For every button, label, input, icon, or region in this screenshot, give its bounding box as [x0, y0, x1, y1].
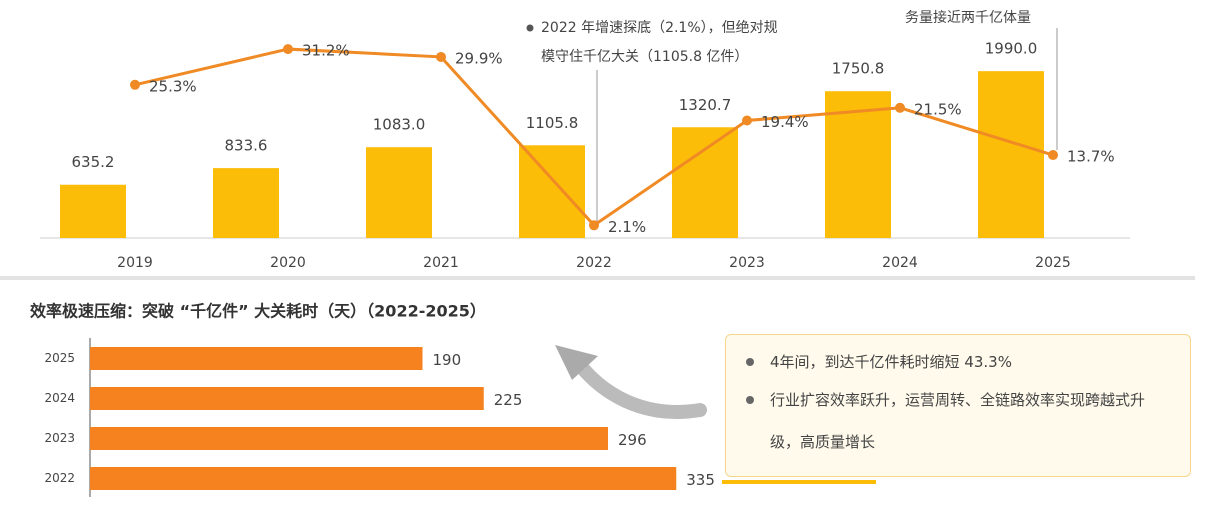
- line-label: 29.9%: [455, 49, 503, 67]
- annotation: 务量接近两千亿体量: [905, 9, 1031, 26]
- bar-label: 1750.8: [832, 60, 885, 78]
- bar: [519, 145, 585, 238]
- annotation-dot: [526, 24, 534, 32]
- line-point: [1048, 150, 1058, 161]
- note: 4年间，到达千亿件耗时缩短 43.3%: [770, 353, 1012, 371]
- line-point: [436, 51, 446, 62]
- line-label: 25.3%: [149, 77, 197, 95]
- bar: [366, 147, 432, 238]
- line-point: [283, 44, 293, 55]
- bar-label: 335: [686, 471, 715, 489]
- callout: 4年间，到达千亿件耗时缩短 43.3% 行业扩容效率跃升，运营周转、全链路效率实…: [725, 334, 1191, 477]
- y-tick-label: 2022: [44, 471, 75, 485]
- y-tick-label: 2023: [44, 431, 75, 445]
- x-tick-label: 2019: [117, 255, 153, 271]
- line-label: 21.5%: [914, 100, 962, 118]
- bar-label: 190: [433, 351, 462, 369]
- line-point: [895, 102, 905, 113]
- bar: [213, 168, 279, 238]
- note: 行业扩容效率跃升，运营周转、全链路效率实现跨越式升级，高质量增长: [770, 391, 1146, 451]
- bar-label: 833.6: [225, 137, 268, 155]
- y-tick-label: 2024: [44, 391, 75, 405]
- bar: [825, 91, 891, 239]
- bar: [90, 427, 608, 450]
- note-row: 4年间，到达千亿件耗时缩短 43.3%: [746, 345, 1168, 379]
- x-tick-label: 2022: [576, 255, 612, 271]
- bar: [90, 347, 423, 370]
- arrow: [573, 358, 707, 419]
- x-tick-label: 2020: [270, 255, 306, 271]
- bar: [978, 71, 1044, 239]
- x-tick-label: 2021: [423, 255, 459, 271]
- bullet: [746, 358, 754, 366]
- annotation: 2022 年增速探底（2.1%），但绝对规: [541, 20, 778, 36]
- line-label: 13.7%: [1067, 148, 1115, 166]
- bar: [90, 467, 677, 490]
- bar-label: 1105.8: [526, 114, 579, 132]
- line-point: [130, 79, 140, 90]
- note-row: 行业扩容效率跃升，运营周转、全链路效率实现跨越式升级，高质量增长: [746, 383, 1168, 463]
- bar: [60, 184, 126, 238]
- bar-label: 296: [618, 431, 647, 449]
- y-tick-label: 2025: [44, 351, 75, 365]
- bar-label: 1320.7: [679, 96, 732, 114]
- line-label: 31.2%: [302, 42, 350, 60]
- bar: [672, 127, 738, 238]
- bar-label: 1083.0: [373, 116, 426, 134]
- bar-label: 635.2: [72, 153, 115, 171]
- line-point: [742, 115, 752, 126]
- arrow-head: [555, 345, 598, 380]
- line-point: [589, 220, 599, 231]
- chart-title: 效率极速压缩：突破 “千亿件” 大关耗时（天）（2022-2025）: [30, 302, 486, 321]
- line-label: 19.4%: [761, 113, 809, 131]
- bullet: [746, 396, 754, 404]
- x-tick-label: 2025: [1035, 255, 1071, 271]
- x-tick-label: 2023: [729, 255, 765, 271]
- x-tick-label: 2024: [882, 255, 918, 271]
- line-label: 2.1%: [608, 218, 646, 236]
- bar-label: 1990.0: [985, 40, 1038, 58]
- bar-label: 225: [494, 391, 523, 409]
- bar: [90, 387, 484, 410]
- annotation: 模守住千亿大关（1105.8 亿件）: [541, 49, 748, 65]
